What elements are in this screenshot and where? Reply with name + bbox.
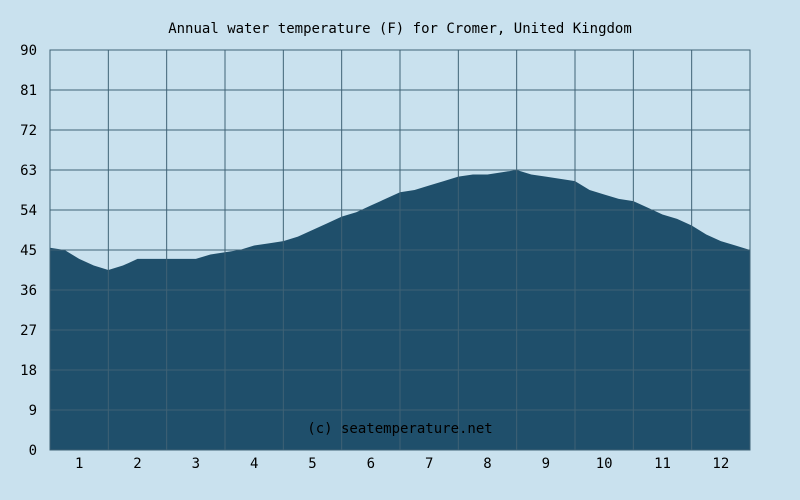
x-tick-label: 6 <box>367 456 375 472</box>
x-tick-label: 12 <box>712 456 729 472</box>
x-tick-label: 1 <box>75 456 83 472</box>
y-tick-label: 36 <box>20 283 37 299</box>
y-tick-label: 0 <box>29 443 37 459</box>
x-tick-label: 7 <box>425 456 433 472</box>
y-tick-label: 81 <box>20 83 37 99</box>
y-tick-label: 45 <box>20 243 37 259</box>
x-tick-label: 3 <box>192 456 200 472</box>
x-tick-label: 2 <box>133 456 141 472</box>
y-tick-label: 18 <box>20 363 37 379</box>
x-tick-label: 4 <box>250 456 258 472</box>
x-tick-label: 9 <box>542 456 550 472</box>
watermark: (c) seatemperature.net <box>307 421 492 437</box>
x-tick-label: 8 <box>483 456 491 472</box>
x-tick-label: 5 <box>308 456 316 472</box>
y-tick-label: 54 <box>20 203 37 219</box>
y-tick-label: 9 <box>29 403 37 419</box>
chart-title: Annual water temperature (F) for Cromer,… <box>168 21 632 37</box>
plot-border <box>49 49 751 451</box>
y-tick-label: 72 <box>20 123 37 139</box>
y-tick-label: 27 <box>20 323 37 339</box>
y-tick-label: 63 <box>20 163 37 179</box>
x-axis-ticks: 1 2 3 4 5 6 7 8 9 10 11 12 <box>75 456 729 472</box>
x-tick-label: 10 <box>596 456 613 472</box>
y-tick-label: 90 <box>20 43 37 59</box>
y-axis-ticks: 0 9 18 27 36 45 54 63 72 81 90 <box>20 43 37 459</box>
x-tick-label: 11 <box>654 456 671 472</box>
